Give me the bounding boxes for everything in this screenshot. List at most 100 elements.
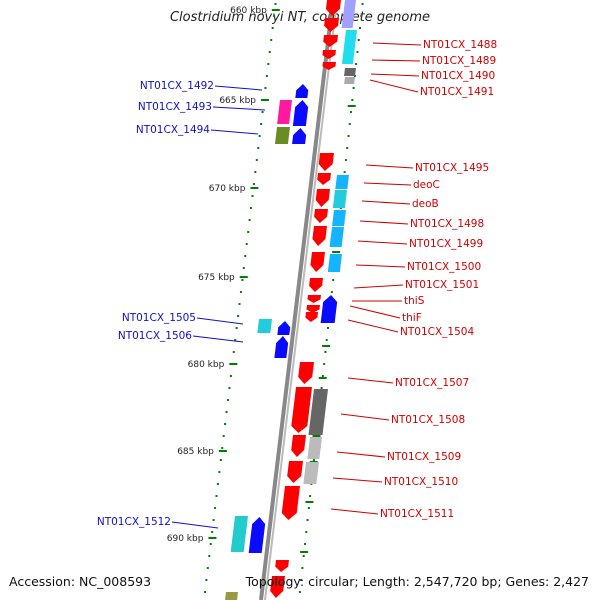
reverse-gene-label: NT01CX_1490 [421,70,495,82]
reverse-gene-label: deoC [413,179,440,191]
reverse-gene-label: deoB [412,198,439,210]
reverse-gene-label: NT01CX_1489 [422,55,496,67]
reverse-gene-arrow [281,486,300,520]
reverse-gene-arrow [314,209,328,223]
feature-box [332,190,347,208]
leader-line [372,42,422,46]
reverse-gene-arrow [318,153,334,171]
reverse-gene-arrow [315,189,330,207]
forward-gene-arrow [320,295,338,323]
feature-box [257,319,272,333]
feature-box [277,100,292,124]
kbp-tick-label: 665 kbp [219,96,256,106]
leader-line [365,164,414,169]
feature-box [329,227,344,247]
leader-line [171,521,219,529]
reverse-gene-arrow [322,50,336,59]
forward-gene-label: NT01CX_1505 [122,312,196,324]
leader-line [371,59,421,62]
forward-gene-arrow [295,84,309,98]
feature-box [344,77,355,84]
reverse-gene-arrow [270,576,285,598]
reverse-gene-label: NT01CX_1511 [380,508,454,520]
kbp-tick-label: 680 kbp [188,360,225,370]
feature-box [344,68,356,76]
leader-line [196,317,244,325]
reverse-gene-arrow [309,278,323,292]
leader-line [353,284,404,289]
feature-box [341,30,357,64]
forward-gene-label: NT01CX_1512 [97,516,171,528]
reverse-gene-label: thiS [404,295,425,307]
feature-box [327,254,342,272]
feature-box [230,516,248,552]
reverse-gene-label: NT01CX_1507 [395,377,469,389]
reverse-gene-label: NT01CX_1495 [415,162,489,174]
leader-line [332,477,383,483]
reverse-gene-arrow [310,252,325,272]
backbone-line [259,0,335,600]
forward-gene-arrow [292,128,307,144]
feature-box [303,462,319,484]
reverse-gene-label: NT01CX_1501 [405,279,479,291]
feature-box [332,210,346,226]
reverse-gene-arrow [324,18,339,32]
reverse-gene-arrow [317,173,331,185]
reverse-gene-arrow [291,435,306,457]
feature-box [225,592,238,600]
forward-gene-arrow [248,517,266,553]
reverse-gene-label: NT01CX_1500 [407,261,481,273]
feature-box [307,437,322,459]
leader-line [369,79,419,93]
reverse-gene-label: NT01CX_1491 [420,86,494,98]
map-title: Clostridium novyi NT, complete genome [169,10,431,25]
genome-summary-label: Topology: circular; Length: 2,547,720 bp… [245,574,589,589]
leader-line [363,182,412,186]
reverse-gene-label: NT01CX_1498 [410,218,484,230]
reverse-gene-arrow [312,226,327,246]
leader-line [361,200,411,205]
reverse-gene-arrow [306,305,320,313]
reverse-gene-arrow [323,35,338,47]
kbp-tick-label: 690 kbp [167,534,204,544]
reverse-gene-arrow [287,461,303,483]
reverse-gene-label: NT01CX_1488 [423,39,497,51]
reverse-gene-arrow [291,387,312,433]
leader-line [212,106,266,111]
forward-gene-label: NT01CX_1506 [118,330,192,342]
leader-line [355,264,406,268]
forward-gene-label: NT01CX_1494 [136,124,210,136]
reverse-gene-arrow [275,560,289,572]
leader-line [349,305,401,319]
feature-box [274,127,290,144]
reverse-gene-label: thiF [402,312,422,324]
reverse-gene-arrow [322,62,336,70]
reverse-gene-label: NT01CX_1504 [400,326,474,338]
reverse-gene-arrow [298,362,314,384]
leader-line [336,451,386,458]
leader-line [330,508,379,515]
leader-line [357,240,408,245]
kbp-tick-label: 685 kbp [177,447,214,457]
kbp-tick-label: 670 kbp [209,184,246,194]
reverse-gene-arrow [305,312,318,322]
leader-line [347,319,399,333]
reverse-gene-label: NT01CX_1508 [391,414,465,426]
leader-line [359,220,409,225]
leader-line [347,377,394,384]
reverse-gene-arrow [307,295,321,303]
kbp-tick-label: 675 kbp [198,273,235,283]
reverse-gene-label: NT01CX_1510 [384,476,458,488]
forward-gene-arrow [277,321,291,335]
reverse-gene-label: NT01CX_1499 [409,238,483,250]
feature-box [308,389,328,435]
leader-line [210,129,259,135]
reverse-gene-label: NT01CX_1509 [387,451,461,463]
accession-label: Accession: NC_008593 [9,574,152,589]
feature-box [341,0,356,28]
reverse-gene-arrow [325,0,341,16]
kbp-tick-label: 660 kbp [230,6,267,16]
forward-gene-label: NT01CX_1493 [138,101,212,113]
forward-gene-arrow [292,100,309,126]
